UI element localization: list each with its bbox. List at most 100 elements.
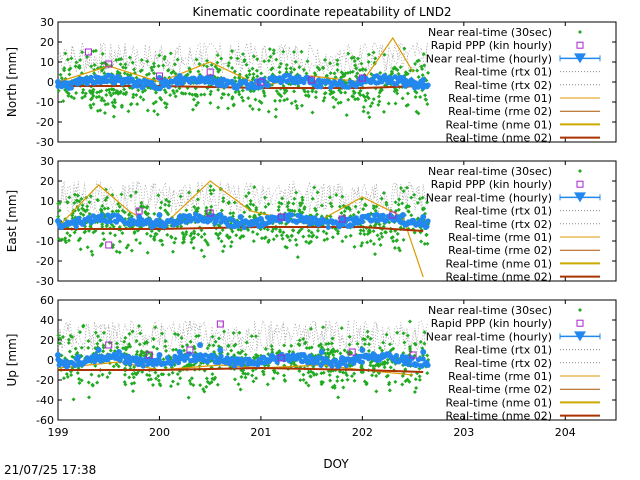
data-point — [59, 76, 64, 81]
data-point — [262, 93, 267, 98]
data-point — [235, 56, 240, 61]
data-point — [138, 95, 143, 100]
data-point — [127, 342, 132, 347]
data-point — [274, 107, 279, 112]
data-point — [396, 71, 401, 76]
data-point — [217, 77, 224, 83]
data-point — [250, 373, 255, 378]
data-point — [209, 191, 214, 196]
data-point — [163, 90, 168, 95]
data-point — [344, 206, 349, 211]
data-point — [318, 349, 325, 355]
data-point — [226, 92, 231, 97]
data-point — [240, 349, 245, 354]
data-point — [202, 232, 207, 237]
data-point — [81, 87, 86, 92]
data-point — [65, 57, 70, 62]
data-point — [152, 71, 157, 76]
data-point — [254, 68, 259, 73]
data-point — [409, 351, 417, 359]
data-point — [137, 323, 142, 328]
data-point — [179, 336, 184, 341]
data-point — [262, 236, 267, 241]
data-point — [335, 62, 340, 67]
data-point — [415, 68, 420, 73]
data-point — [233, 342, 238, 347]
data-point — [276, 91, 281, 96]
data-point — [292, 89, 297, 94]
data-point — [282, 343, 287, 348]
data-point — [239, 95, 244, 100]
data-point — [216, 87, 221, 92]
data-point — [75, 77, 82, 83]
data-point — [135, 102, 140, 107]
data-point — [409, 213, 414, 218]
data-point — [242, 59, 247, 64]
data-point — [368, 104, 373, 109]
data-point — [313, 95, 318, 100]
data-point — [244, 73, 249, 78]
data-point — [248, 202, 253, 207]
data-point — [90, 89, 95, 94]
data-point — [315, 228, 320, 233]
data-point — [64, 90, 69, 95]
data-point — [271, 237, 276, 242]
data-point — [201, 387, 206, 392]
data-point — [168, 51, 173, 56]
data-point — [255, 232, 260, 237]
data-point — [348, 348, 356, 356]
data-point — [350, 69, 355, 74]
data-point — [143, 209, 148, 214]
data-point — [365, 329, 370, 334]
data-point — [399, 357, 406, 363]
timestamp: 21/07/25 17:38 — [4, 463, 96, 477]
data-point — [287, 238, 292, 243]
data-point — [188, 79, 194, 85]
data-point — [321, 66, 326, 71]
data-point — [156, 212, 163, 218]
data-point — [95, 380, 100, 385]
data-point — [422, 330, 427, 335]
data-point — [236, 227, 241, 232]
data-point — [280, 236, 285, 241]
data-point — [192, 229, 197, 234]
data-point — [80, 203, 85, 208]
data-point — [343, 234, 348, 239]
series-rtx1-line — [57, 319, 428, 353]
series-rtx1-line — [57, 42, 428, 75]
data-point — [298, 352, 305, 358]
data-point — [352, 90, 357, 95]
data-point — [189, 376, 194, 381]
data-point — [395, 231, 400, 236]
data-point — [379, 196, 384, 201]
data-point — [361, 109, 366, 114]
data-point — [125, 72, 130, 77]
data-point — [300, 197, 305, 202]
data-point — [114, 209, 119, 214]
data-point — [75, 350, 80, 355]
data-point — [197, 62, 202, 67]
data-point — [231, 103, 236, 108]
data-point — [192, 204, 197, 209]
data-point — [278, 229, 283, 234]
data-point — [81, 221, 87, 227]
data-point — [165, 355, 171, 361]
data-point — [338, 351, 343, 356]
data-point — [216, 336, 221, 341]
data-point — [336, 395, 341, 400]
data-point — [358, 231, 363, 236]
data-point — [173, 331, 178, 336]
legend-marker — [576, 180, 584, 188]
data-point — [363, 203, 368, 208]
data-point — [339, 326, 344, 331]
data-point — [183, 91, 188, 96]
data-point — [206, 242, 211, 247]
data-point — [277, 200, 282, 205]
data-point — [329, 363, 335, 369]
data-point — [61, 376, 66, 381]
data-point — [221, 199, 226, 204]
y-tick-label: -30 — [36, 136, 54, 149]
data-point — [137, 342, 142, 347]
data-point — [276, 208, 281, 213]
